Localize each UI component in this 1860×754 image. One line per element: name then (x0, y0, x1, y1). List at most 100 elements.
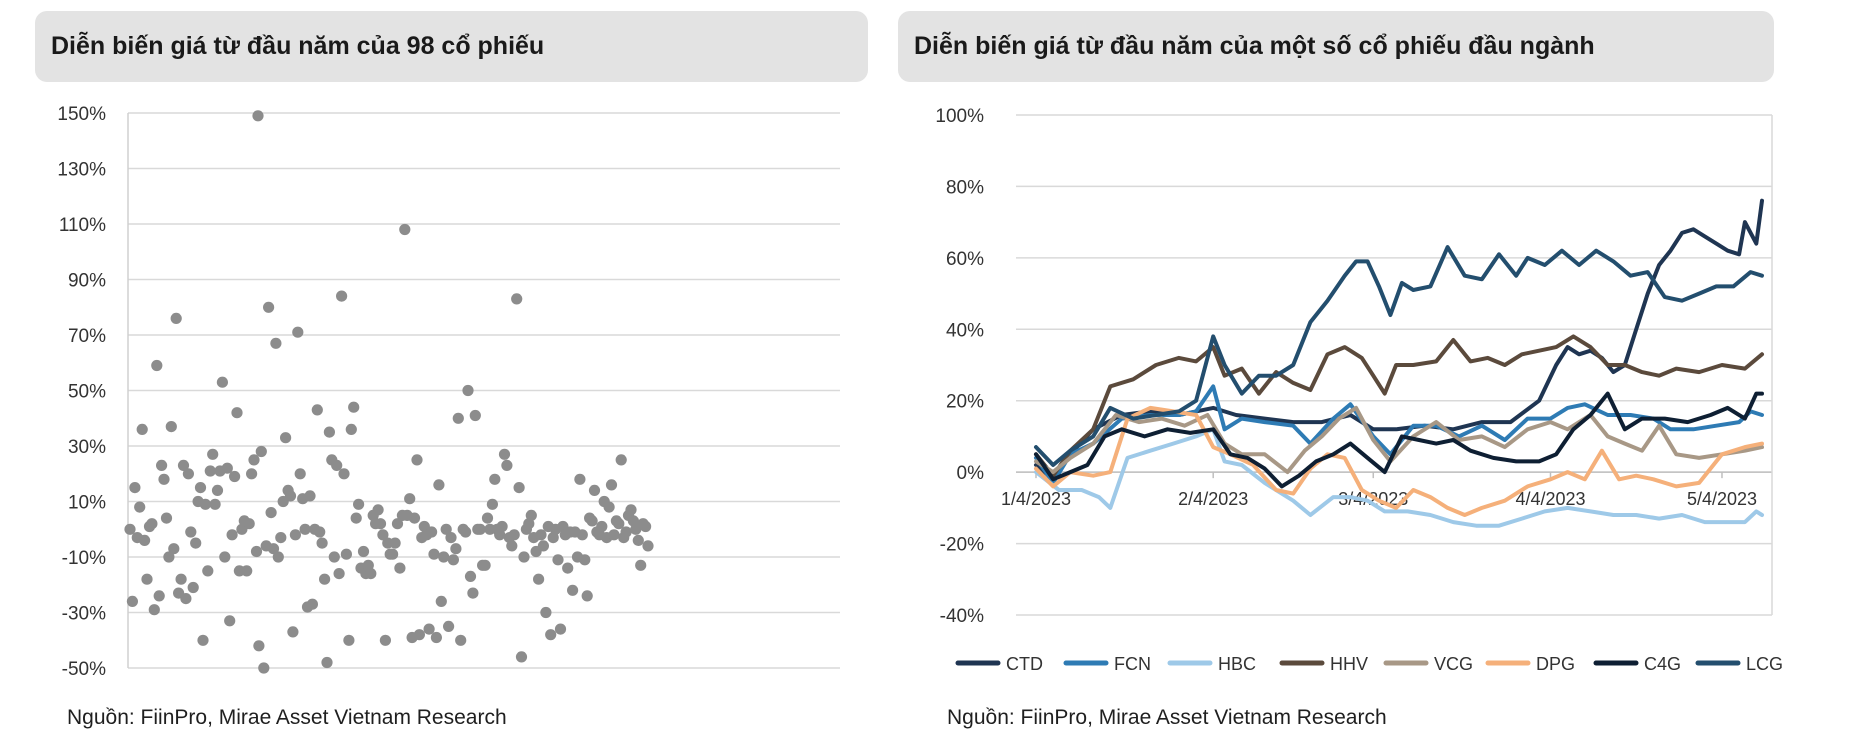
series-line-lcg (1034, 245, 1764, 467)
scatter-point (627, 515, 640, 527)
scatter-point (581, 590, 593, 602)
scatter-point (537, 540, 550, 552)
scatter-point (168, 543, 180, 555)
scatter-point (134, 501, 146, 513)
y-tick-label: 80% (946, 177, 984, 198)
scatter-point (462, 384, 474, 397)
scatter-point (625, 504, 637, 516)
y-tick-label: -30% (62, 604, 106, 625)
scatter-point (408, 512, 421, 524)
scatter-point (272, 551, 284, 563)
right-chart-header: Diễn biến giá từ đầu năm của một số cổ p… (898, 11, 1774, 82)
scatter-point (258, 662, 270, 674)
scatter-point (545, 629, 557, 641)
scatter-point (389, 537, 401, 549)
series-line-hbc (1034, 427, 1764, 528)
scatter-point (518, 551, 530, 563)
scatter-point (586, 515, 598, 527)
scatter-point (331, 459, 343, 471)
scatter-point (365, 568, 377, 580)
scatter-point (574, 473, 586, 485)
y-tick-label: -40% (940, 606, 984, 627)
scatter-point (126, 595, 138, 608)
scatter-point (306, 598, 318, 610)
scatter-point (447, 554, 459, 566)
scatter-point (479, 559, 491, 571)
scatter-point (508, 529, 520, 541)
scatter-point (438, 551, 450, 563)
left-chart-title: Diễn biến giá từ đầu năm của 98 cổ phiếu (51, 32, 545, 60)
scatter-point (443, 620, 455, 633)
scatter-point (343, 634, 355, 646)
scatter-point (197, 634, 209, 646)
y-tick-label: -50% (62, 659, 106, 680)
scatter-point (533, 573, 545, 585)
scatter-point (270, 337, 282, 349)
scatter-point (294, 468, 306, 480)
scatter-point (124, 523, 136, 535)
scatter-point (596, 520, 608, 533)
scatter-point (187, 581, 199, 594)
scatter-point (255, 445, 267, 458)
y-tick-label: 90% (68, 271, 106, 292)
scatter-point (498, 448, 511, 460)
scatter-point (620, 526, 632, 538)
scatter-point (469, 409, 481, 422)
scatter-point (348, 401, 360, 413)
legend-label-ctd: CTD (1006, 654, 1043, 674)
scatter-point (613, 518, 625, 530)
scatter-point (632, 534, 644, 547)
scatter-point (567, 584, 579, 596)
scatter-point (552, 554, 564, 566)
scatter-point (311, 404, 323, 416)
scatter-point (404, 493, 416, 505)
scatter-point (153, 590, 165, 602)
right-chart-source: Nguồn: FiinPro, Mirae Asset Vietnam Rese… (947, 706, 1387, 729)
legend-label-vcg: VCG (1434, 654, 1473, 674)
scatter-point (323, 426, 335, 438)
scatter-point (287, 626, 299, 638)
y-tick-label: 40% (946, 320, 984, 341)
y-tick-label: 50% (68, 382, 106, 403)
scatter-point (141, 573, 153, 585)
left-chart-header: Diễn biến giá từ đầu năm của 98 cổ phiếu (35, 11, 868, 82)
scatter-point (515, 651, 528, 663)
scatter-point (175, 573, 187, 585)
scatter-point (576, 529, 588, 541)
scatter-point (321, 656, 333, 669)
scatter-point (486, 498, 498, 510)
scatter-point (588, 484, 601, 496)
scatter-point (353, 498, 365, 510)
scatter-point (413, 629, 425, 641)
scatter-point (328, 551, 340, 563)
scatter-point (603, 501, 615, 513)
scatter-point (440, 523, 452, 535)
x-tick-label: 2/4/2023 (1178, 489, 1248, 509)
scatter-point (394, 562, 406, 574)
left-chart-source: Nguồn: FiinPro, Mirae Asset Vietnam Rese… (67, 706, 507, 729)
scatter-point (129, 482, 141, 494)
scatter-point (562, 562, 574, 574)
legend-label-dpg: DPG (1536, 654, 1575, 674)
scatter-point (170, 312, 182, 324)
scatter-point (350, 512, 362, 524)
legend-label-fcn: FCN (1114, 654, 1151, 674)
scatter-point (460, 526, 472, 538)
scatter-point (156, 459, 168, 471)
scatter-point (430, 631, 442, 644)
scatter-point (263, 301, 275, 313)
scatter-point (608, 529, 620, 541)
scatter-point (299, 523, 311, 535)
y-tick-label: 60% (946, 249, 984, 270)
right-chart-title: Diễn biến giá từ đầu năm của một số cổ p… (914, 32, 1595, 60)
y-tick-label: 0% (957, 463, 985, 484)
line-chart: 100% 80% 60% 40% 20% 0% -20% -40% 1/4/2023 2/4/20… (935, 106, 1783, 674)
scatter-point (216, 376, 228, 388)
scatter-point (165, 421, 177, 433)
scatter-point (642, 540, 654, 552)
scatter-point (185, 526, 197, 538)
legend-label-hhv: HHV (1330, 654, 1368, 674)
scatter-point (199, 498, 211, 510)
scatter-point (501, 459, 513, 471)
y-tick-label: 130% (57, 160, 106, 181)
